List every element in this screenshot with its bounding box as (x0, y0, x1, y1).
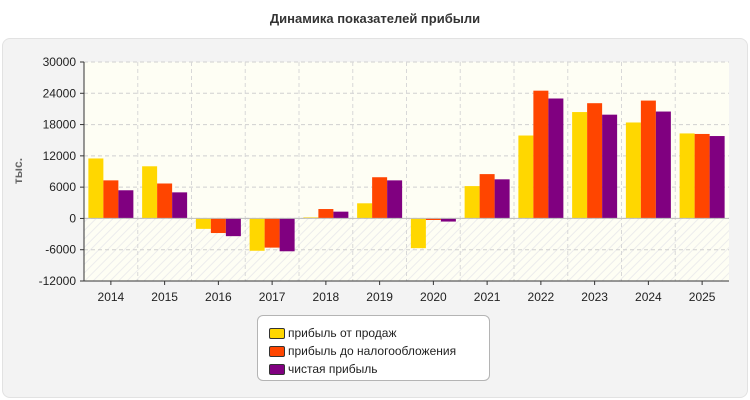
x-tick-label: 2014 (98, 290, 125, 304)
bar-2023-series-1 (572, 112, 588, 219)
legend-item-sales: прибыль от продаж (269, 324, 489, 342)
bar-2022-series-2 (533, 90, 549, 219)
bar-2015-series-2 (157, 183, 173, 219)
x-tick-label: 2024 (635, 290, 662, 304)
y-tick-label: -6000 (45, 243, 76, 257)
legend-swatch-sales (269, 327, 285, 339)
legend-item-pretax: прибыль до налогообложения (269, 342, 489, 360)
bar-2023-series-2 (587, 103, 603, 219)
bar-2015-series-1 (142, 166, 158, 219)
bar-2019-series-3 (387, 180, 403, 219)
bar-2021-series-2 (479, 174, 495, 219)
y-tick-label: -12000 (39, 274, 77, 288)
bar-2018-series-3 (333, 211, 349, 219)
bar-2015-series-3 (172, 192, 188, 219)
y-tick-label: 24000 (43, 86, 77, 100)
y-axis-label: тыс. (11, 158, 25, 184)
bar-2019-series-1 (357, 203, 373, 219)
bar-2018-series-2 (318, 209, 334, 219)
legend-swatch-pretax (269, 345, 285, 357)
legend-item-net: чистая прибыль (269, 360, 489, 378)
bar-2017-series-3 (279, 218, 295, 252)
bar-2022-series-3 (548, 98, 564, 219)
legend: прибыль от продаж прибыль до налогооблож… (257, 315, 490, 381)
x-tick-label: 2023 (581, 290, 608, 304)
bar-2025-series-1 (679, 133, 695, 219)
bar-2014-series-1 (88, 158, 104, 219)
x-tick-label: 2025 (689, 290, 716, 304)
legend-swatch-net (269, 363, 285, 375)
y-tick-label: 18000 (43, 118, 77, 132)
legend-label-pretax: прибыль до налогообложения (288, 344, 457, 358)
bar-2016-series-1 (195, 218, 211, 229)
bar-2024-series-1 (625, 122, 641, 219)
bar-2017-series-2 (264, 218, 280, 248)
bar-2014-series-2 (103, 180, 119, 219)
bar-2020-series-2 (425, 218, 441, 220)
bar-2014-series-3 (118, 190, 134, 219)
bar-2025-series-2 (694, 133, 710, 219)
bar-2017-series-1 (249, 218, 265, 251)
x-tick-label: 2016 (205, 290, 232, 304)
legend-label-sales: прибыль от продаж (288, 326, 397, 340)
bar-2022-series-1 (518, 135, 534, 219)
bar-2021-series-3 (494, 179, 510, 219)
x-tick-label: 2017 (259, 290, 286, 304)
x-tick-label: 2020 (420, 290, 447, 304)
bar-2025-series-3 (709, 136, 725, 219)
x-tick-label: 2022 (528, 290, 555, 304)
y-tick-label: 6000 (49, 180, 76, 194)
bar-2024-series-2 (640, 100, 656, 219)
x-tick-label: 2015 (151, 290, 178, 304)
bar-2016-series-2 (210, 218, 226, 234)
bar-2024-series-3 (655, 111, 671, 219)
legend-label-net: чистая прибыль (288, 362, 378, 376)
bar-2023-series-3 (602, 114, 618, 219)
bar-2020-series-3 (440, 218, 456, 222)
x-tick-label: 2021 (474, 290, 501, 304)
chart-title: Динамика показателей прибыли (269, 11, 481, 26)
bar-2021-series-1 (464, 186, 480, 219)
bar-2016-series-3 (225, 218, 241, 237)
x-tick-label: 2018 (313, 290, 340, 304)
y-tick-label: 12000 (43, 149, 77, 163)
bar-2020-series-1 (410, 218, 426, 249)
y-tick-label: 30000 (43, 55, 77, 69)
y-tick-label: 0 (69, 211, 76, 225)
x-tick-label: 2019 (366, 290, 393, 304)
bar-2019-series-2 (372, 177, 388, 219)
bar-2018-series-1 (303, 217, 319, 219)
